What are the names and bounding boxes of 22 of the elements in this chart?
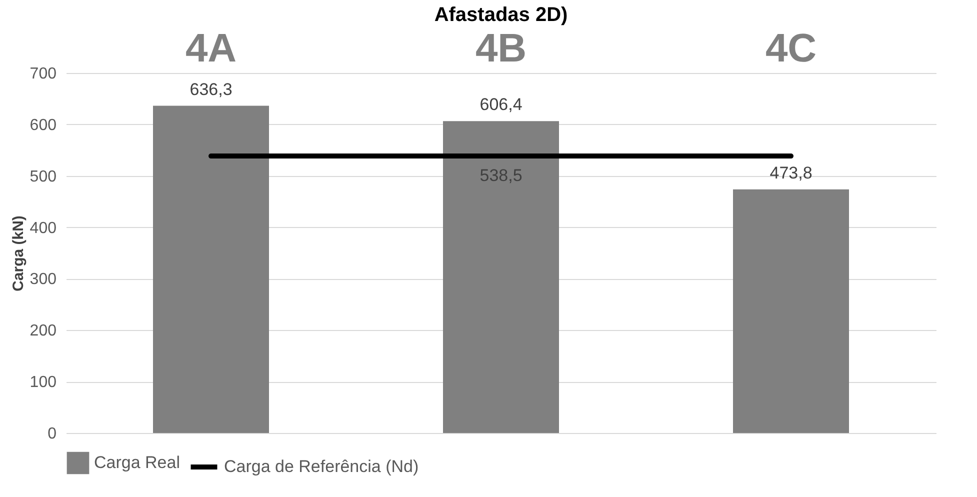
x-tick-label: 4B [475, 26, 527, 70]
chart-title: Afastadas 2D) [434, 4, 568, 26]
y-tick-label: 200 [30, 322, 57, 340]
bar [733, 189, 849, 433]
x-tick-label: 4A [185, 26, 237, 70]
data-label: 636,3 [190, 80, 232, 99]
bar [443, 121, 559, 433]
x-tick-label: 4C [765, 26, 817, 70]
data-label: 538,5 [480, 166, 522, 186]
legend-label: Carga de Referência (Nd) [224, 457, 419, 476]
y-tick-label: 500 [30, 168, 57, 186]
y-tick-label: 0 [48, 426, 57, 442]
y-tick-label: 400 [30, 220, 57, 237]
y-tick-label: 600 [30, 116, 57, 134]
y-axis-title: Carga (kN) [10, 216, 27, 292]
data-label: 473,8 [770, 163, 812, 182]
data-label: 606,4 [480, 95, 522, 114]
y-tick-label: 700 [30, 66, 57, 82]
bar [153, 106, 269, 433]
legend-label: Carga Real [94, 453, 180, 472]
y-tick-label: 300 [30, 271, 57, 288]
y-tick-label: 100 [30, 374, 57, 392]
